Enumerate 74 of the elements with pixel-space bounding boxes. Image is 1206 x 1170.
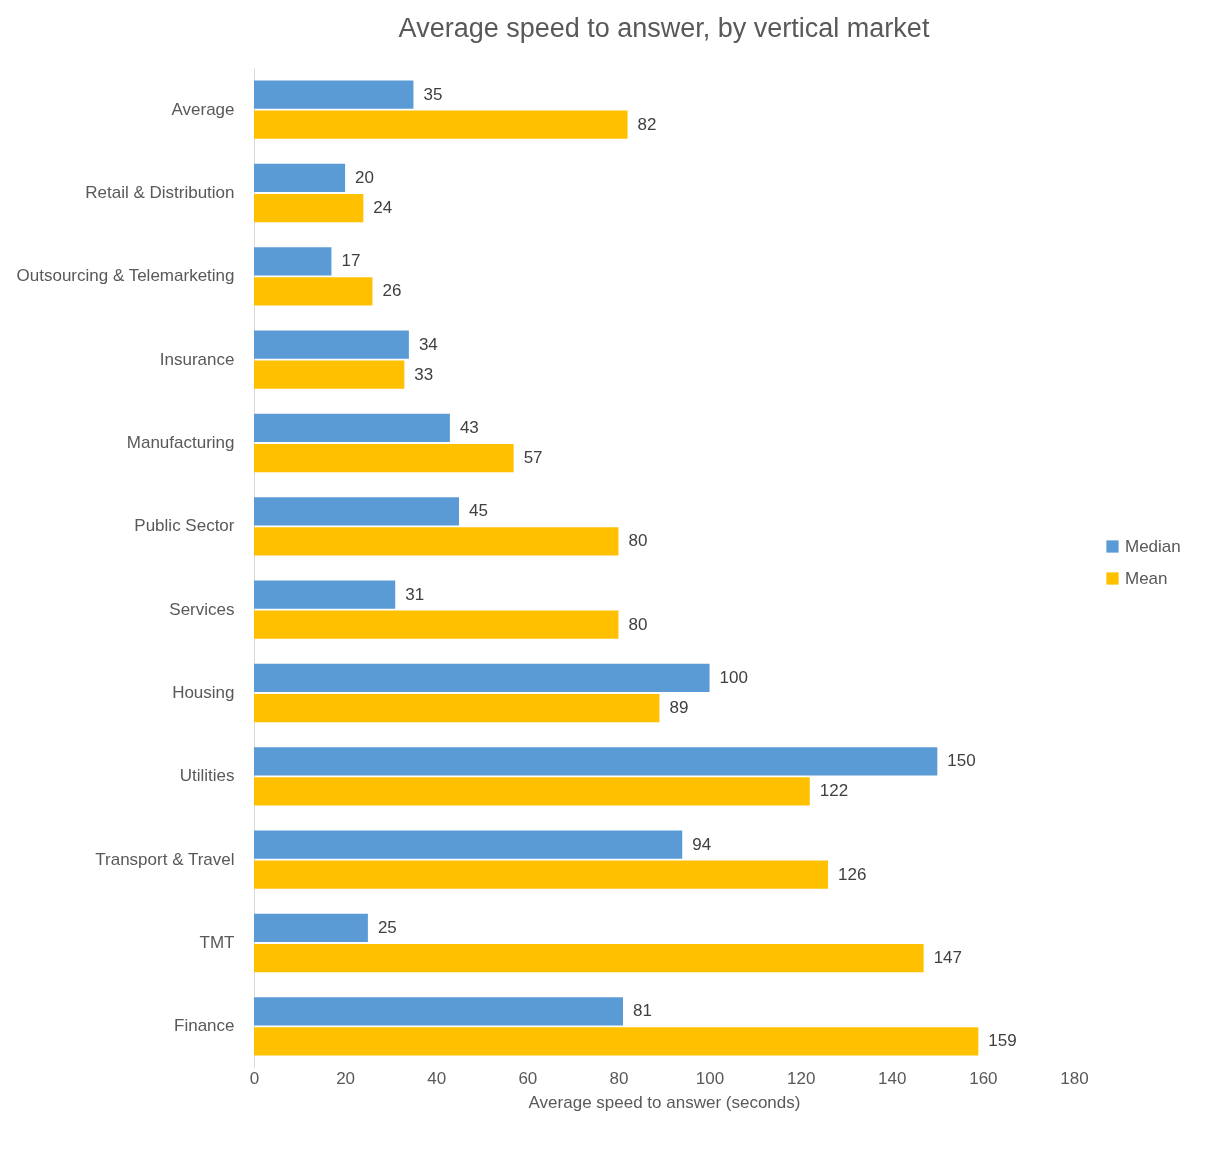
- y-tick-label: TMT: [199, 933, 235, 952]
- x-tick-label: 40: [427, 1068, 447, 1088]
- data-label: 20: [355, 167, 375, 187]
- y-tick-label: Housing: [172, 683, 235, 702]
- x-tick-label: 20: [336, 1068, 356, 1088]
- bar: [254, 777, 810, 806]
- data-label: 126: [838, 864, 867, 884]
- y-tick-label: Utilities: [179, 766, 235, 786]
- y-tick-label: Outsourcing & Telemarketing: [16, 266, 235, 286]
- data-label: 159: [988, 1031, 1017, 1051]
- bar: [254, 610, 619, 639]
- x-tick-label: 180: [1060, 1068, 1089, 1088]
- x-tick-label: 80: [609, 1068, 629, 1088]
- bar: [254, 747, 938, 776]
- x-tick-label: 120: [786, 1068, 816, 1088]
- data-label: 35: [423, 84, 443, 104]
- bar: [254, 80, 414, 109]
- data-label: 122: [819, 781, 849, 801]
- data-label: 80: [628, 531, 648, 551]
- data-label: 25: [377, 917, 397, 937]
- bar: [254, 580, 396, 609]
- data-label: 34: [418, 334, 438, 354]
- bar: [254, 360, 405, 389]
- bar: [254, 693, 660, 723]
- bar: [254, 663, 710, 693]
- chart-title: Average speed to answer, by vertical market: [398, 13, 930, 43]
- data-label: 94: [692, 834, 712, 854]
- bar: [254, 1027, 979, 1056]
- bar: [254, 527, 619, 556]
- data-label: 81: [633, 1001, 652, 1021]
- x-tick-label: 100: [695, 1068, 725, 1088]
- y-tick-label: Transport & Travel: [95, 849, 235, 869]
- bar: [254, 277, 373, 306]
- y-tick-label: Manufacturing: [126, 433, 235, 452]
- y-tick-label: Finance: [174, 1016, 235, 1036]
- y-tick-label: Insurance: [159, 349, 235, 369]
- data-label: 80: [628, 614, 648, 634]
- data-label: 31: [405, 584, 425, 604]
- y-tick-label: Services: [169, 599, 235, 619]
- data-label: 24: [373, 198, 393, 218]
- data-label: 17: [341, 251, 361, 271]
- bar: [254, 860, 828, 889]
- bar: [254, 193, 364, 223]
- legend-label: Mean: [1125, 568, 1168, 588]
- bar: [254, 247, 332, 276]
- data-label: 26: [382, 281, 402, 301]
- bar: [254, 110, 628, 139]
- y-tick-label: Retail & Distribution: [85, 183, 235, 202]
- data-label: 43: [459, 417, 479, 437]
- x-tick-label: 140: [878, 1068, 907, 1088]
- bar: [254, 830, 683, 859]
- bar: [254, 913, 368, 943]
- data-label: 82: [637, 114, 657, 134]
- bar: [254, 497, 459, 526]
- y-tick-label: Public Sector: [134, 516, 235, 536]
- y-tick-label: Average: [171, 99, 235, 119]
- bar: [254, 943, 924, 973]
- data-label: 100: [719, 667, 748, 687]
- x-tick-label: 0: [249, 1068, 260, 1088]
- data-label: 89: [669, 698, 689, 718]
- data-label: 57: [523, 448, 543, 468]
- legend-label: Median: [1125, 536, 1181, 556]
- data-label: 150: [947, 751, 976, 771]
- data-label: 147: [933, 948, 963, 968]
- data-label: 45: [469, 501, 488, 521]
- bar: [254, 997, 623, 1026]
- data-label: 33: [414, 364, 434, 384]
- x-tick-label: 160: [969, 1068, 998, 1088]
- x-axis-title: Average speed to answer (seconds): [528, 1092, 801, 1112]
- x-tick-label: 60: [518, 1068, 538, 1088]
- bar: [254, 163, 346, 193]
- bar: [254, 443, 514, 473]
- bar: [254, 413, 450, 443]
- bar: [254, 330, 409, 359]
